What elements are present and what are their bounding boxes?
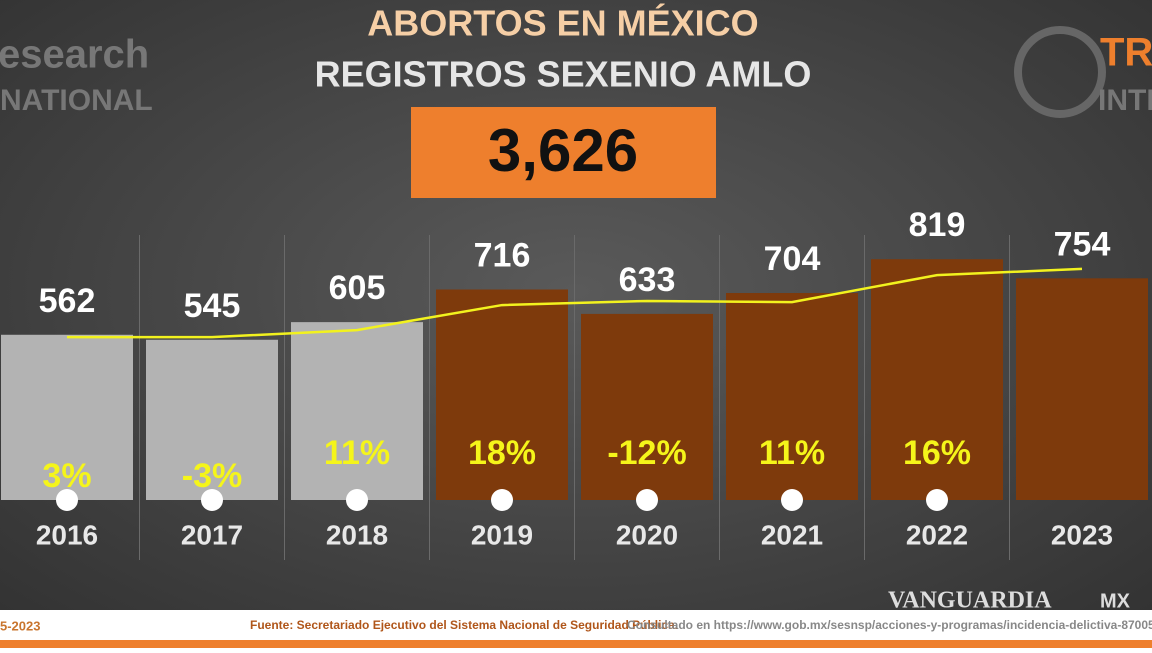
footer-consulted: Consultado en https://www.gob.mx/sesnsp/… [627, 618, 1152, 632]
marker [926, 489, 948, 511]
change-label: 18% [468, 434, 536, 472]
total-box [411, 107, 716, 198]
subtitle: REGISTROS SEXENIO AMLO [315, 54, 812, 95]
total: 3,626 [488, 117, 638, 184]
logo-left: esearch [0, 33, 149, 77]
value-label: 704 [764, 240, 821, 278]
value-label: 754 [1054, 225, 1111, 263]
x-tick-label: 2017 [181, 519, 243, 550]
value-label: 545 [184, 287, 241, 325]
marker [56, 489, 78, 511]
watermark: VANGUARDIA [888, 588, 1052, 614]
change-label: 3% [42, 457, 91, 495]
bar [581, 313, 713, 500]
value-label: 633 [619, 261, 676, 299]
logo-right: TR [1100, 31, 1152, 75]
logo-ring [1014, 26, 1106, 118]
x-tick-label: 2018 [326, 519, 388, 550]
change-label: -12% [607, 434, 686, 472]
change-label: -3% [182, 457, 242, 495]
bar [436, 289, 568, 500]
value-label: 562 [39, 282, 96, 320]
x-tick-label: 2020 [616, 519, 678, 550]
x-tick-label: 2021 [761, 519, 823, 550]
bar [871, 259, 1003, 500]
value-label: 716 [474, 236, 531, 274]
marker [491, 489, 513, 511]
watermark-suffix: MX [1100, 590, 1131, 612]
footer-band [0, 610, 1152, 640]
x-tick-label: 2023 [1051, 519, 1113, 550]
change-label: 16% [903, 434, 971, 472]
bar [291, 322, 423, 500]
x-tick-label: 2019 [471, 519, 533, 550]
footer-stripe [0, 640, 1152, 648]
value-label: 819 [909, 206, 966, 244]
marker [201, 489, 223, 511]
trend-line [67, 267, 1083, 339]
bar [1016, 278, 1148, 500]
marker [636, 489, 658, 511]
change-label: 11% [759, 434, 825, 472]
change-label: 11% [324, 434, 390, 472]
title: ABORTOS EN MÉXICO [367, 3, 758, 44]
bar [1, 334, 133, 500]
logo-right-sub: INTE [1098, 84, 1152, 117]
x-tick-label: 2022 [906, 519, 968, 550]
value-label: 605 [329, 269, 386, 307]
x-tick-label: 2016 [36, 519, 98, 550]
logo-left-sub: NATIONAL [0, 84, 153, 117]
bar [146, 339, 278, 500]
marker [346, 489, 368, 511]
footer-source: Fuente: Secretariado Ejecutivo del Siste… [250, 618, 678, 632]
bar [726, 293, 858, 500]
marker [781, 489, 803, 511]
footer-left: 5-2023 [0, 618, 40, 633]
